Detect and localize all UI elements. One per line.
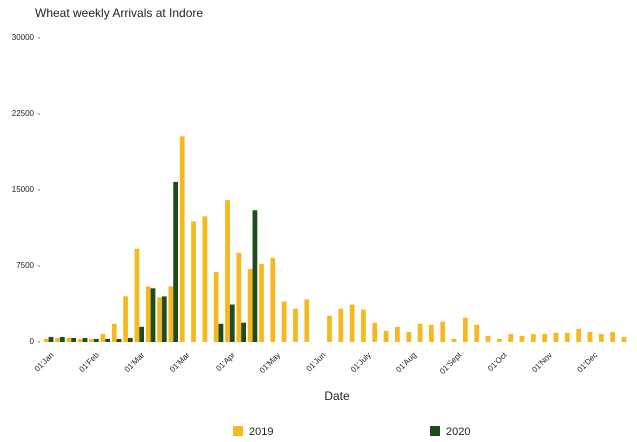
bar <box>598 333 604 342</box>
bar <box>168 286 174 342</box>
bar <box>372 322 378 342</box>
bar <box>338 308 344 342</box>
bar <box>304 299 310 342</box>
bar <box>100 333 106 342</box>
bar <box>519 335 525 342</box>
bar <box>179 136 185 342</box>
x-tick-label: 01'Dec <box>575 351 599 375</box>
y-tick-label: 30000 <box>12 33 35 42</box>
bar <box>213 272 219 342</box>
bar <box>361 309 366 342</box>
bar <box>145 286 151 342</box>
bar <box>48 336 54 342</box>
bar <box>134 248 140 342</box>
x-tick-label: 01'Sept <box>438 350 464 376</box>
bar <box>123 296 128 342</box>
bar <box>270 257 276 342</box>
bar <box>553 332 559 342</box>
bar <box>293 308 298 342</box>
bar <box>191 221 196 342</box>
x-tick-label: 01'Oct <box>486 350 509 373</box>
bar <box>252 210 258 342</box>
bar <box>89 338 94 342</box>
bar <box>395 326 400 342</box>
y-tick-label: 7500 <box>16 261 34 270</box>
legend-swatch <box>430 426 440 436</box>
x-axis-label: Date <box>324 389 350 403</box>
chart-title: Wheat weekly Arrivals at Indore <box>35 6 203 20</box>
bar <box>116 338 122 342</box>
bar <box>349 304 355 342</box>
bar <box>127 337 133 342</box>
bar <box>161 296 167 342</box>
bar <box>93 338 99 342</box>
bar <box>55 337 60 342</box>
x-tick-label: 01'July <box>349 351 373 375</box>
bar <box>247 269 253 342</box>
y-tick-label: 15000 <box>12 185 35 194</box>
bar <box>241 322 246 342</box>
bar <box>451 338 457 342</box>
bar <box>610 331 616 342</box>
x-tick-label: 01'Mar <box>123 350 147 374</box>
bar <box>173 181 179 342</box>
bar <box>66 337 72 342</box>
bar <box>43 338 49 342</box>
bar <box>508 333 514 342</box>
bar <box>530 333 536 342</box>
x-tick-label: 01'May <box>258 351 282 375</box>
bar <box>281 301 287 342</box>
bar <box>417 323 423 342</box>
legend-label: 2020 <box>446 426 470 438</box>
x-tick-label: 01'Jan <box>33 351 56 374</box>
bar <box>429 324 434 342</box>
legend-label: 2019 <box>249 426 273 438</box>
bar <box>474 324 480 342</box>
bar <box>59 336 65 342</box>
bar <box>463 317 468 342</box>
bar <box>202 216 208 342</box>
bar <box>157 297 162 342</box>
bar <box>327 315 332 342</box>
bar <box>259 263 264 342</box>
x-tick-label: 01'Jun <box>305 351 328 374</box>
bar <box>383 330 389 342</box>
bar <box>621 336 627 342</box>
x-tick-label: 01'Mar <box>168 350 192 374</box>
bar <box>587 331 593 342</box>
bar <box>229 304 235 342</box>
y-tick-label: 0 <box>30 337 35 346</box>
bar <box>225 200 230 342</box>
bar <box>564 332 570 342</box>
bar <box>105 338 111 342</box>
bar <box>576 328 582 342</box>
bar <box>218 323 224 342</box>
bar <box>77 338 83 342</box>
bar <box>71 337 77 342</box>
bar <box>150 288 156 342</box>
x-tick-label: 01'Nov <box>530 351 554 375</box>
bar <box>496 338 502 342</box>
y-tick-label: 22500 <box>12 109 35 118</box>
x-tick-label: 01'Feb <box>77 350 101 374</box>
bar <box>139 326 145 342</box>
bar <box>82 337 88 342</box>
x-tick-label: 01'Aug <box>394 351 418 375</box>
bar <box>406 331 412 342</box>
bar <box>440 321 446 342</box>
legend-swatch <box>233 426 243 436</box>
bar <box>542 333 548 342</box>
x-tick-label: 01'Apr <box>214 350 237 373</box>
bar <box>111 323 117 342</box>
bar <box>236 252 242 342</box>
bar <box>485 335 491 342</box>
